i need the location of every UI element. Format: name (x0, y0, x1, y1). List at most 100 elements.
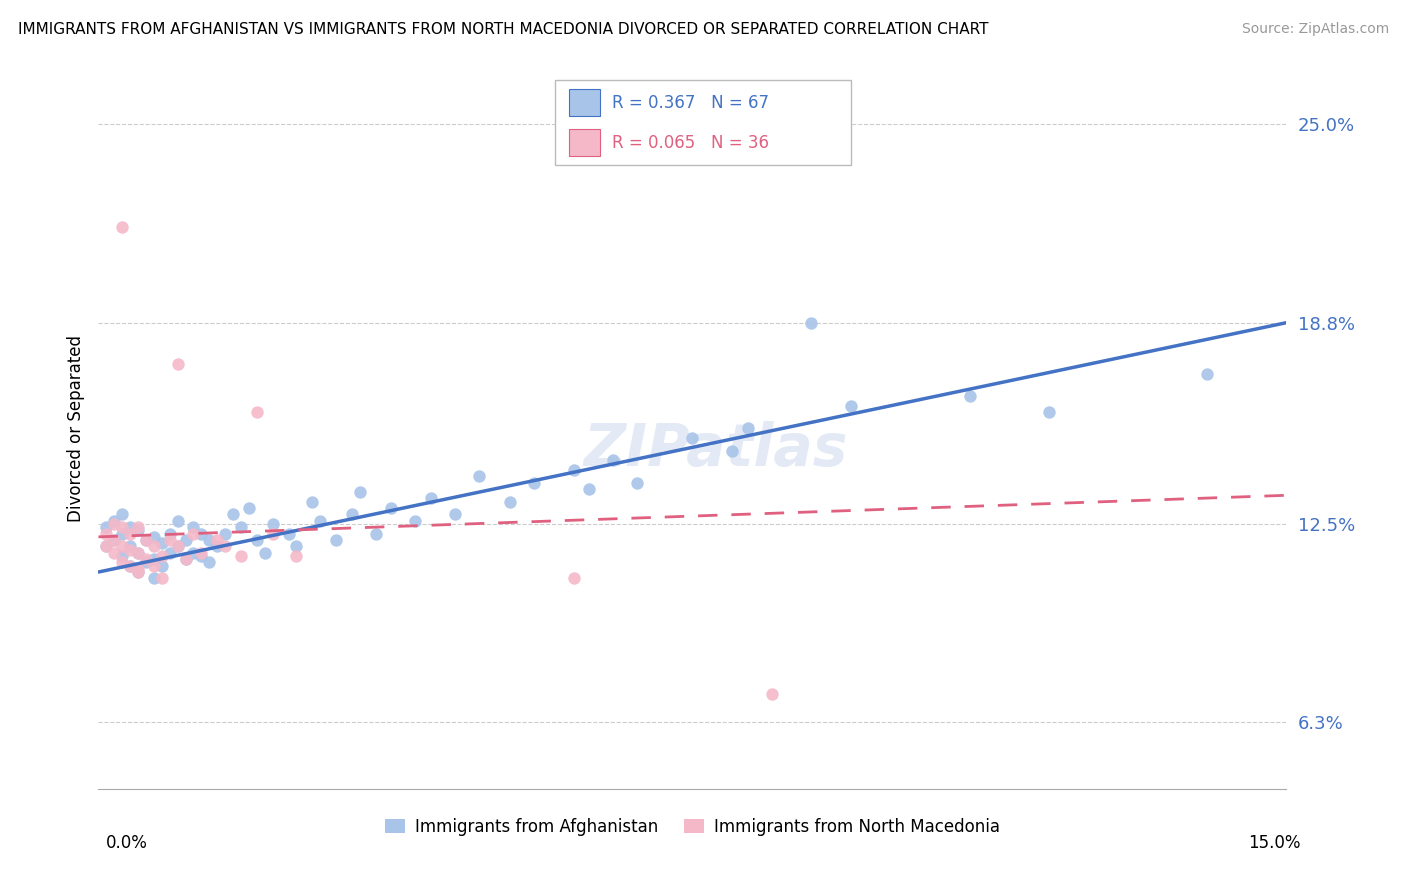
Point (135, 552, 157, 566)
Point (246, 533, 269, 547)
Point (183, 520, 205, 534)
Point (839, 399, 862, 413)
Point (135, 533, 157, 547)
Point (127, 546, 149, 560)
Legend: Immigrants from Afghanistan, Immigrants from North Macedonia: Immigrants from Afghanistan, Immigrants … (378, 811, 1007, 843)
Point (198, 533, 221, 547)
Point (142, 530, 165, 544)
Point (159, 546, 181, 560)
Point (96, 540, 118, 554)
Point (111, 556, 134, 570)
Point (111, 540, 134, 554)
Point (127, 546, 149, 560)
Point (120, 526, 142, 541)
Point (142, 558, 165, 573)
Point (174, 552, 197, 566)
Point (120, 558, 142, 573)
Point (142, 571, 165, 585)
Point (111, 526, 134, 541)
Point (246, 405, 269, 419)
Point (229, 520, 252, 534)
Point (467, 469, 489, 483)
Point (262, 526, 284, 541)
Point (349, 485, 371, 500)
Point (142, 540, 165, 554)
Point (285, 540, 308, 554)
Point (103, 533, 125, 547)
Point (214, 526, 236, 541)
Point (238, 501, 260, 516)
Point (150, 549, 173, 563)
Point (142, 552, 165, 566)
Point (340, 508, 363, 522)
Point (404, 514, 426, 528)
Point (380, 501, 402, 516)
Point (602, 453, 624, 467)
Point (309, 514, 332, 528)
Point (120, 540, 142, 554)
Point (166, 540, 188, 554)
Point (214, 540, 236, 554)
Point (1038, 405, 1060, 419)
Point (198, 556, 221, 570)
Point (959, 389, 981, 403)
Point (737, 421, 759, 435)
Point (127, 562, 149, 576)
Point (444, 508, 467, 522)
Point (150, 558, 173, 573)
Point (800, 316, 823, 330)
Point (103, 546, 125, 560)
Point (183, 546, 205, 560)
Point (681, 431, 703, 445)
Y-axis label: Divorced or Separated: Divorced or Separated (66, 334, 84, 522)
Point (626, 475, 648, 490)
Point (499, 494, 522, 508)
Point (150, 536, 173, 550)
Point (135, 533, 157, 547)
Point (135, 556, 157, 570)
Point (127, 565, 149, 579)
Point (262, 517, 284, 532)
Point (103, 514, 125, 528)
Point (364, 526, 387, 541)
Point (285, 549, 308, 563)
Point (111, 219, 134, 234)
Point (166, 540, 188, 554)
Point (190, 546, 212, 560)
Point (103, 517, 125, 532)
Point (120, 520, 142, 534)
Point (229, 549, 252, 563)
Point (120, 542, 142, 557)
Point (325, 533, 347, 547)
Point (301, 494, 323, 508)
Point (159, 533, 181, 547)
Point (562, 571, 585, 585)
Point (205, 533, 228, 547)
Text: 15.0%: 15.0% (1249, 834, 1301, 852)
Text: R = 0.065   N = 36: R = 0.065 N = 36 (612, 134, 769, 152)
Point (190, 549, 212, 563)
Point (103, 533, 125, 547)
Point (166, 514, 188, 528)
Point (111, 549, 134, 563)
Point (1197, 367, 1219, 381)
Text: R = 0.367   N = 67: R = 0.367 N = 67 (612, 94, 769, 112)
Point (420, 491, 443, 506)
Point (578, 482, 600, 496)
Text: 0.0%: 0.0% (105, 834, 148, 852)
Point (190, 526, 212, 541)
Point (111, 508, 134, 522)
Point (96, 540, 118, 554)
Point (120, 558, 142, 573)
Point (127, 520, 149, 534)
Point (761, 686, 783, 700)
Point (205, 540, 228, 554)
Point (127, 565, 149, 579)
Point (96, 520, 118, 534)
Text: IMMIGRANTS FROM AFGHANISTAN VS IMMIGRANTS FROM NORTH MACEDONIA DIVORCED OR SEPAR: IMMIGRANTS FROM AFGHANISTAN VS IMMIGRANT… (18, 22, 988, 37)
Point (127, 524, 149, 538)
Point (183, 526, 205, 541)
Point (562, 463, 585, 477)
Point (150, 571, 173, 585)
Point (174, 533, 197, 547)
